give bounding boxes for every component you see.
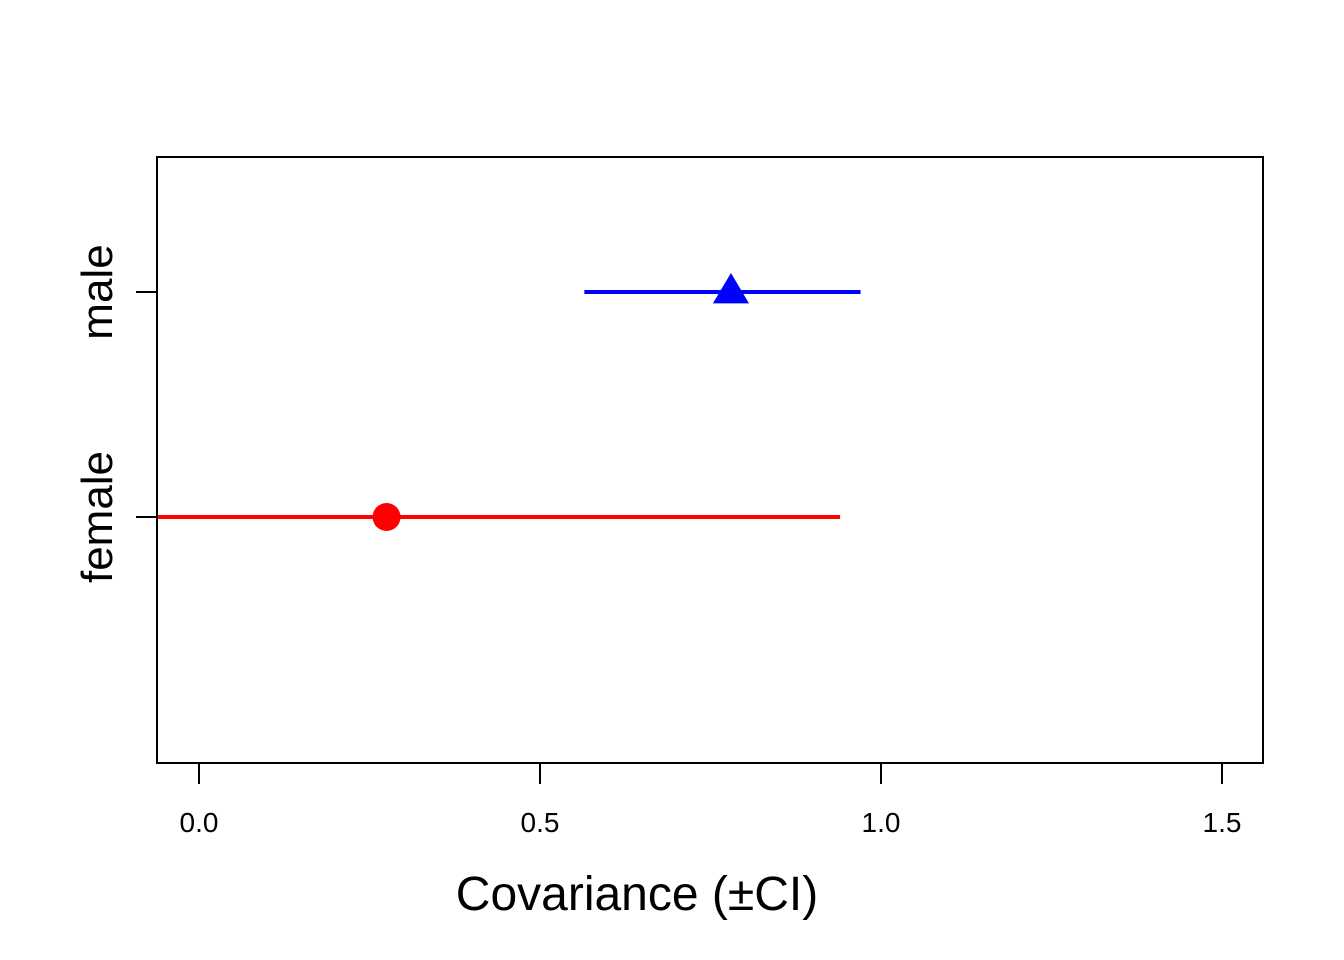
x-tick-label: 0.5: [521, 807, 560, 838]
plot-marks: [158, 273, 861, 531]
y-category-label: female: [73, 451, 122, 583]
x-tick-label: 1.5: [1203, 807, 1242, 838]
plot-frame: [156, 156, 1264, 764]
female-point-circle: [372, 503, 401, 531]
y-axis-ticks: male female: [73, 244, 157, 583]
x-axis-ticks: 0.0 0.5 1.0 1.5: [180, 763, 1242, 838]
male-point-triangle: [712, 273, 750, 304]
x-tick-label: 0.0: [180, 807, 219, 838]
y-category-label: male: [73, 244, 122, 339]
x-axis-title: Covariance (±CI): [456, 868, 818, 921]
x-tick-label: 1.0: [862, 807, 901, 838]
